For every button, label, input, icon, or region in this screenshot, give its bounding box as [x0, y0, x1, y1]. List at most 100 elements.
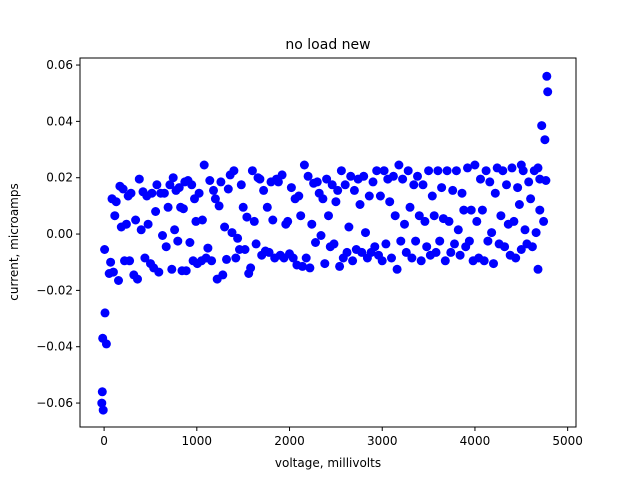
data-point	[229, 166, 239, 176]
data-point	[277, 170, 287, 180]
data-point	[97, 387, 107, 397]
data-point	[485, 177, 495, 187]
data-point	[483, 236, 493, 246]
data-point	[476, 174, 485, 184]
data-point	[535, 174, 545, 184]
data-point	[387, 253, 396, 263]
y-tick-label: −0.04	[36, 340, 73, 354]
data-point	[233, 233, 243, 243]
data-point	[167, 264, 177, 274]
data-point	[394, 160, 404, 170]
data-point	[170, 225, 180, 235]
x-axis-label: voltage, millivolts	[275, 456, 381, 470]
data-point	[364, 191, 374, 201]
data-point	[527, 242, 537, 252]
data-point	[466, 205, 476, 215]
data-point	[535, 205, 545, 215]
data-point	[268, 215, 278, 225]
data-point	[479, 256, 489, 266]
data-point	[531, 228, 541, 238]
data-point	[299, 160, 309, 170]
data-point	[336, 166, 346, 176]
data-point	[136, 225, 146, 235]
data-point	[231, 253, 241, 263]
y-tick-label: 0.04	[46, 114, 73, 128]
data-point	[514, 200, 524, 209]
data-point	[542, 71, 552, 81]
data-point	[216, 177, 226, 187]
data-point	[537, 121, 547, 131]
data-point	[388, 171, 398, 181]
data-point	[446, 247, 456, 257]
data-point	[422, 242, 432, 252]
data-point	[451, 166, 461, 176]
data-point	[331, 197, 341, 207]
data-point	[413, 171, 422, 181]
data-point	[444, 216, 454, 226]
data-point	[249, 216, 259, 226]
data-point	[296, 211, 306, 221]
data-point	[401, 247, 411, 257]
data-point	[227, 228, 237, 238]
data-point	[346, 171, 356, 181]
data-point	[472, 216, 482, 226]
y-tick-label: 0.02	[46, 171, 73, 185]
data-point	[390, 211, 400, 221]
data-point	[533, 264, 543, 274]
data-point	[173, 236, 183, 246]
data-point	[134, 174, 144, 184]
data-point	[477, 205, 487, 215]
data-point	[489, 259, 498, 269]
data-point	[372, 166, 382, 176]
data-point	[140, 253, 150, 263]
data-point	[203, 243, 213, 253]
data-point	[431, 247, 441, 257]
y-tick-label: 0.06	[46, 58, 73, 72]
data-point	[403, 166, 413, 176]
data-point	[108, 267, 118, 277]
data-point	[286, 183, 296, 193]
data-point	[459, 205, 469, 215]
data-point	[457, 188, 467, 198]
data-point	[516, 160, 526, 170]
data-point	[481, 166, 491, 176]
y-tick-label: 0.00	[46, 227, 73, 241]
data-point	[106, 257, 116, 267]
data-point	[121, 219, 131, 229]
data-point	[305, 263, 315, 273]
data-point	[238, 202, 248, 212]
data-point	[301, 253, 311, 263]
data-point	[131, 215, 141, 225]
data-point	[385, 197, 395, 207]
data-point	[114, 276, 123, 285]
data-point	[214, 201, 224, 211]
data-point	[126, 188, 136, 198]
data-point	[152, 180, 162, 190]
data-point	[511, 253, 521, 263]
data-point	[453, 225, 463, 235]
data-point	[327, 180, 337, 190]
data-point	[381, 239, 391, 249]
data-point	[194, 188, 204, 198]
data-point	[500, 242, 510, 252]
data-point	[398, 174, 408, 184]
data-point	[526, 194, 536, 204]
data-point	[163, 202, 173, 212]
data-point	[168, 173, 178, 183]
x-tick-label: 4000	[460, 434, 491, 448]
data-point	[242, 212, 252, 222]
data-point	[368, 177, 378, 187]
data-point	[442, 166, 452, 176]
data-point	[320, 259, 330, 269]
data-point	[470, 160, 480, 170]
data-point	[251, 239, 261, 249]
data-point	[440, 256, 450, 266]
data-point	[111, 197, 121, 207]
data-point	[405, 202, 415, 212]
data-point	[174, 183, 184, 193]
data-point	[199, 160, 209, 170]
data-point	[288, 253, 298, 263]
data-point	[420, 216, 430, 226]
data-point	[101, 339, 111, 349]
